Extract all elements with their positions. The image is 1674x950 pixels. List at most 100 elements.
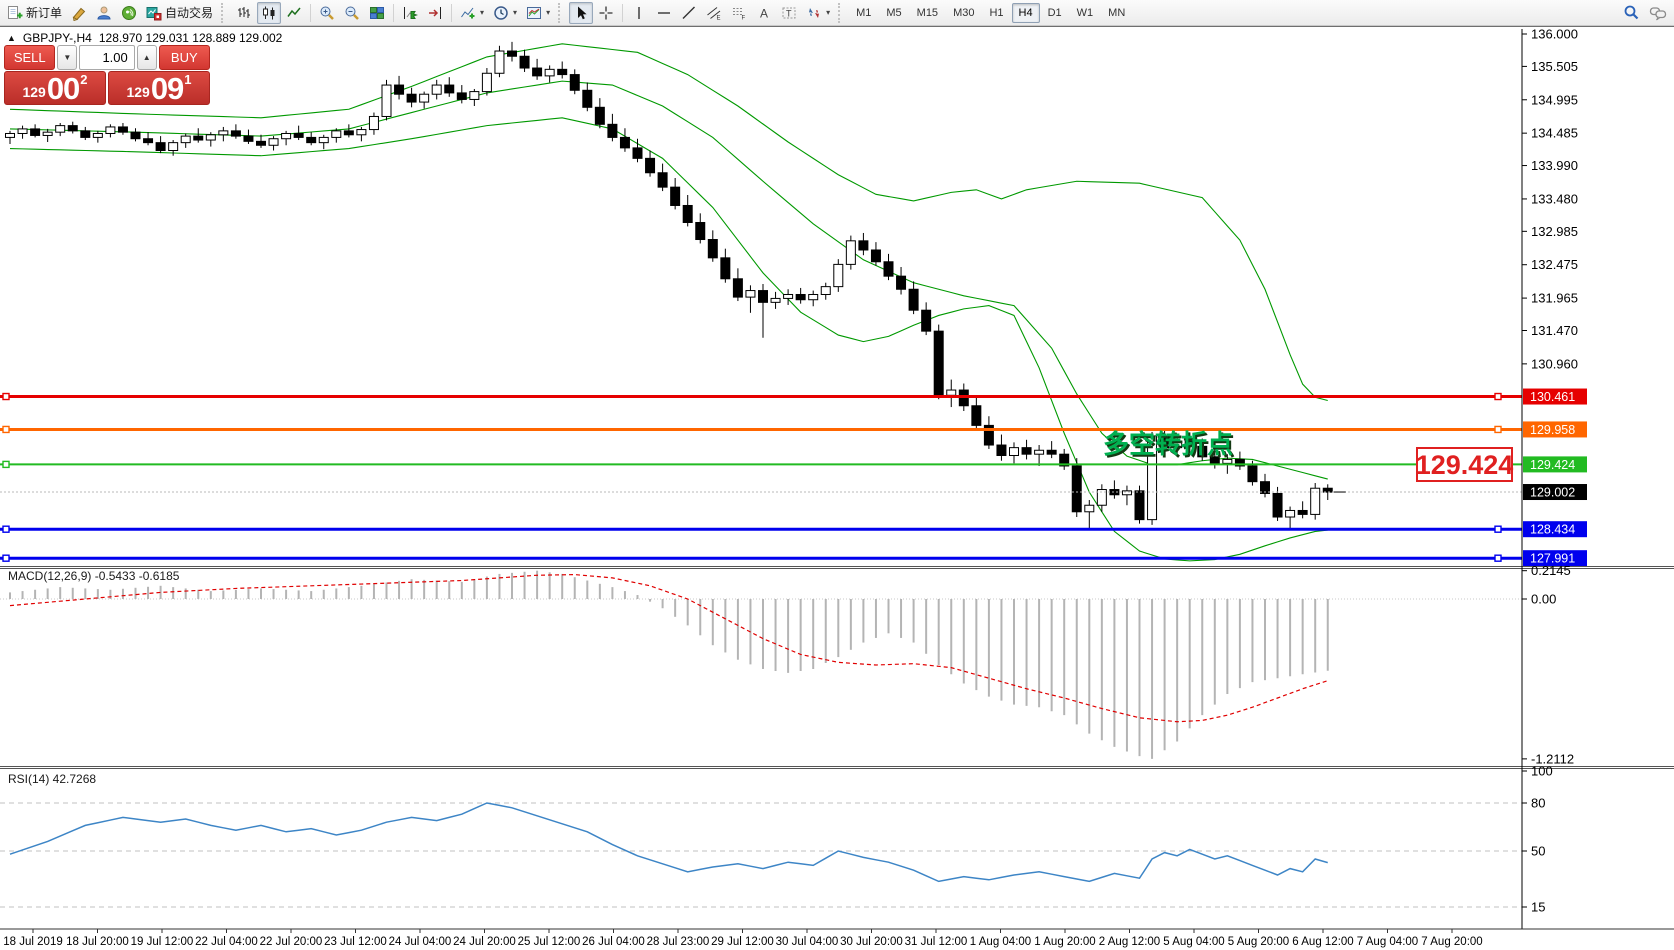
- svg-text:7 Aug 20:00: 7 Aug 20:00: [1421, 936, 1482, 948]
- text-a-icon: A: [756, 5, 772, 21]
- toolbar-grip: [838, 2, 844, 23]
- equidistant-channel-button[interactable]: E: [702, 2, 726, 24]
- chevron-down-icon: ▾: [826, 8, 831, 17]
- volume-input[interactable]: 1.00: [79, 45, 135, 70]
- crosshair-button[interactable]: [594, 2, 618, 24]
- chart-shift-button[interactable]: [423, 2, 447, 24]
- svg-text:0.00: 0.00: [1531, 592, 1556, 607]
- candlestick-chart-icon: [261, 5, 277, 21]
- zoom-in-icon: [319, 5, 335, 21]
- svg-text:26 Jul 04:00: 26 Jul 04:00: [582, 936, 645, 948]
- svg-text:129.958: 129.958: [1530, 423, 1575, 437]
- zoom-in-button[interactable]: [315, 2, 339, 24]
- line-chart-button[interactable]: [282, 2, 306, 24]
- auto-trading-label: 自动交易: [165, 6, 214, 20]
- svg-text:1 Aug 04:00: 1 Aug 04:00: [970, 936, 1031, 948]
- volume-increase-button[interactable]: ▲: [136, 45, 157, 70]
- timeframe-w1[interactable]: W1: [1076, 6, 1094, 19]
- timeframe-m15[interactable]: M15: [916, 6, 939, 19]
- timeframe-m30[interactable]: M30: [953, 6, 975, 19]
- cursor-button[interactable]: [569, 1, 594, 24]
- time-axis: 18 Jul 2019 18 Jul 20:00 19 Jul 12:00 22 Ju…: [0, 928, 1674, 948]
- periods-dropdown[interactable]: ▾: [489, 2, 521, 24]
- text-label-button[interactable]: T: [777, 2, 801, 24]
- price-chart-canvas[interactable]: 136.000 135.505 134.995 134.485 133.990 133.4…: [0, 27, 1674, 950]
- vertical-line-button[interactable]: [627, 2, 651, 24]
- buy-price-display[interactable]: 129 09 1: [108, 71, 210, 105]
- svg-text:31 Jul 12:00: 31 Jul 12:00: [905, 936, 968, 948]
- tile-windows-button[interactable]: [365, 2, 389, 24]
- signals-button[interactable]: [117, 2, 141, 24]
- svg-text:0.2145: 0.2145: [1531, 563, 1571, 578]
- bar-chart-button[interactable]: [232, 2, 256, 24]
- sell-price-display[interactable]: 129 00 2: [4, 71, 106, 105]
- buy-price-pip: 1: [184, 72, 192, 87]
- svg-text:T: T: [786, 8, 792, 18]
- svg-text:132.475: 132.475: [1531, 257, 1578, 272]
- collapse-marker-icon[interactable]: ▲: [7, 33, 16, 43]
- symbol-title: GBPJPY-,H4: [22, 31, 92, 45]
- timeframe-mn[interactable]: MN: [1108, 6, 1126, 19]
- timeframe-h1[interactable]: H1: [989, 6, 1004, 19]
- line-chart-icon: [286, 5, 302, 21]
- svg-text:多空转折点: 多空转折点: [1103, 429, 1233, 459]
- bollinger-bands: [9, 43, 1328, 562]
- svg-text:30 Jul 04:00: 30 Jul 04:00: [776, 936, 839, 948]
- zoom-out-button[interactable]: [340, 2, 364, 24]
- svg-text:100: 100: [1531, 764, 1553, 779]
- highlighter-icon: [71, 5, 87, 21]
- trendline-button[interactable]: [677, 2, 701, 24]
- bar-chart-icon: [236, 5, 252, 21]
- buy-button[interactable]: BUY: [158, 45, 210, 70]
- svg-text:134.485: 134.485: [1531, 126, 1578, 141]
- symbol-ohlc-values: 128.970 129.031 128.889 129.002: [98, 31, 283, 45]
- auto-scroll-button[interactable]: [398, 2, 422, 24]
- svg-text:29 Jul 12:00: 29 Jul 12:00: [711, 936, 774, 948]
- svg-text:30 Jul 20:00: 30 Jul 20:00: [840, 936, 903, 948]
- sell-price-pip: 2: [80, 72, 88, 87]
- signal-icon: [121, 5, 137, 21]
- svg-text:127.991: 127.991: [1530, 552, 1575, 566]
- profile-icon: [96, 5, 112, 21]
- text-button[interactable]: A: [752, 2, 776, 24]
- timeframe-d1[interactable]: D1: [1047, 6, 1062, 19]
- svg-text:1 Aug 20:00: 1 Aug 20:00: [1034, 936, 1095, 948]
- new-order-label: 新订单: [26, 6, 63, 20]
- svg-text:129.424: 129.424: [1416, 450, 1514, 480]
- svg-text:-1.2112: -1.2112: [1531, 751, 1574, 766]
- highlighter-button[interactable]: [67, 2, 91, 24]
- vertical-line-icon: [631, 5, 647, 21]
- svg-text:E: E: [717, 15, 721, 21]
- buy-price-main: 09: [150, 71, 184, 106]
- horizontal-line-button[interactable]: [652, 2, 676, 24]
- volume-decrease-button[interactable]: ▼: [57, 45, 78, 70]
- channel-icon: E: [706, 5, 722, 21]
- indicators-dropdown[interactable]: ▾: [456, 2, 488, 24]
- svg-text:19 Jul 12:00: 19 Jul 12:00: [131, 936, 194, 948]
- timeframe-h4[interactable]: H4: [1011, 2, 1040, 23]
- new-order-icon: [7, 5, 23, 21]
- auto-scroll-icon: [402, 5, 419, 21]
- new-order-button[interactable]: 新订单: [3, 2, 66, 24]
- auto-trading-button[interactable]: 自动交易: [142, 2, 217, 24]
- svg-text:22 Jul 20:00: 22 Jul 20:00: [260, 936, 323, 948]
- community-button[interactable]: [92, 2, 116, 24]
- chat-button[interactable]: [1645, 2, 1671, 24]
- svg-text:23 Jul 12:00: 23 Jul 12:00: [324, 936, 387, 948]
- sell-button[interactable]: SELL: [4, 45, 56, 70]
- svg-text:133.990: 133.990: [1531, 158, 1578, 173]
- fibonacci-button[interactable]: F: [727, 2, 751, 24]
- arrows-dropdown[interactable]: ▾: [802, 2, 834, 24]
- svg-text:18 Jul 20:00: 18 Jul 20:00: [66, 936, 129, 948]
- timeframe-m1[interactable]: M1: [856, 6, 872, 19]
- trendline-icon: [681, 5, 697, 21]
- templates-dropdown[interactable]: ▾: [522, 2, 554, 24]
- template-chart-icon: [526, 5, 542, 21]
- candlestick-chart-button[interactable]: [257, 1, 282, 24]
- search-button[interactable]: [1619, 2, 1644, 24]
- svg-text:A: A: [760, 6, 768, 20]
- timeframe-m5[interactable]: M5: [886, 6, 902, 19]
- svg-text:130.960: 130.960: [1531, 356, 1578, 371]
- fibonacci-icon: F: [731, 5, 747, 21]
